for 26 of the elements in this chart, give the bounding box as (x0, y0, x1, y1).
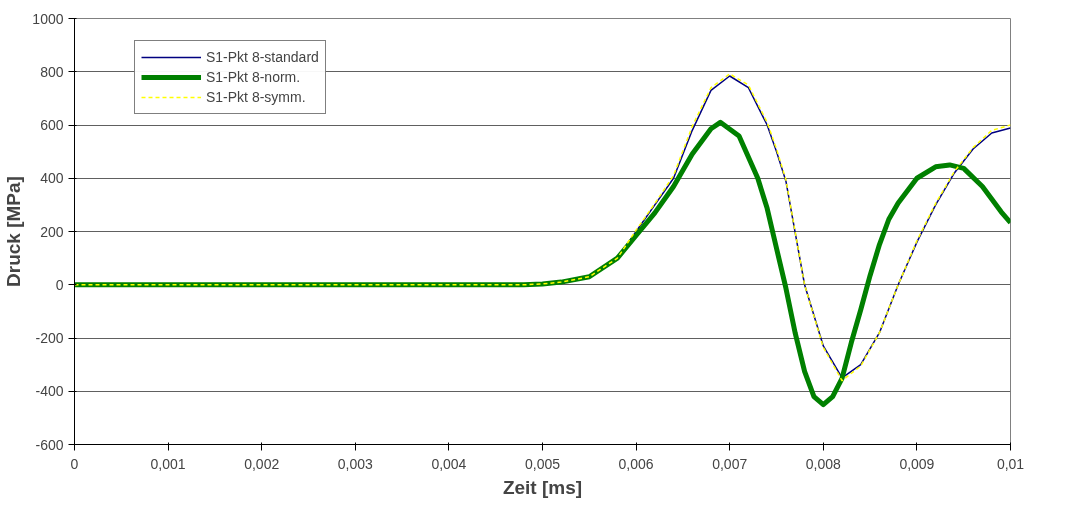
x-tick-label: 0,01 (996, 455, 1025, 472)
legend-label: S1-Pkt 8-norm. (206, 69, 301, 85)
y-tick-label: 0 (55, 276, 64, 293)
legend-label: S1-Pkt 8-standard (206, 49, 319, 65)
x-tick-label: 0,009 (899, 455, 935, 472)
y-tick-label: -600 (35, 436, 64, 453)
y-tick-label: -200 (35, 330, 64, 346)
x-tick-label: 0,008 (805, 455, 842, 472)
x-tick-label: 0,005 (524, 455, 561, 472)
x-tick-label: 0,003 (337, 455, 374, 472)
x-tick-label: 0,006 (618, 455, 654, 472)
y-axis-title: Druck [MPa] (3, 176, 25, 287)
x-tick-label: 0 (70, 455, 79, 472)
x-tick-label: 0,002 (244, 455, 280, 472)
x-tick-label: 0,004 (431, 455, 467, 472)
y-tick-label: 400 (40, 170, 64, 187)
x-tick-label: 0,001 (150, 455, 186, 472)
y-tick-label: -400 (35, 383, 64, 400)
y-tick-label: 800 (40, 63, 64, 80)
y-tick-label: 1000 (32, 10, 64, 27)
x-axis-title: Zeit [ms] (502, 476, 583, 498)
y-tick-label: 200 (40, 223, 64, 240)
legend-label: S1-Pkt 8-symm. (206, 89, 306, 105)
line-series (74, 73, 1011, 382)
y-tick-label: 600 (40, 117, 64, 133)
x-tick-label: 0,007 (712, 455, 748, 472)
